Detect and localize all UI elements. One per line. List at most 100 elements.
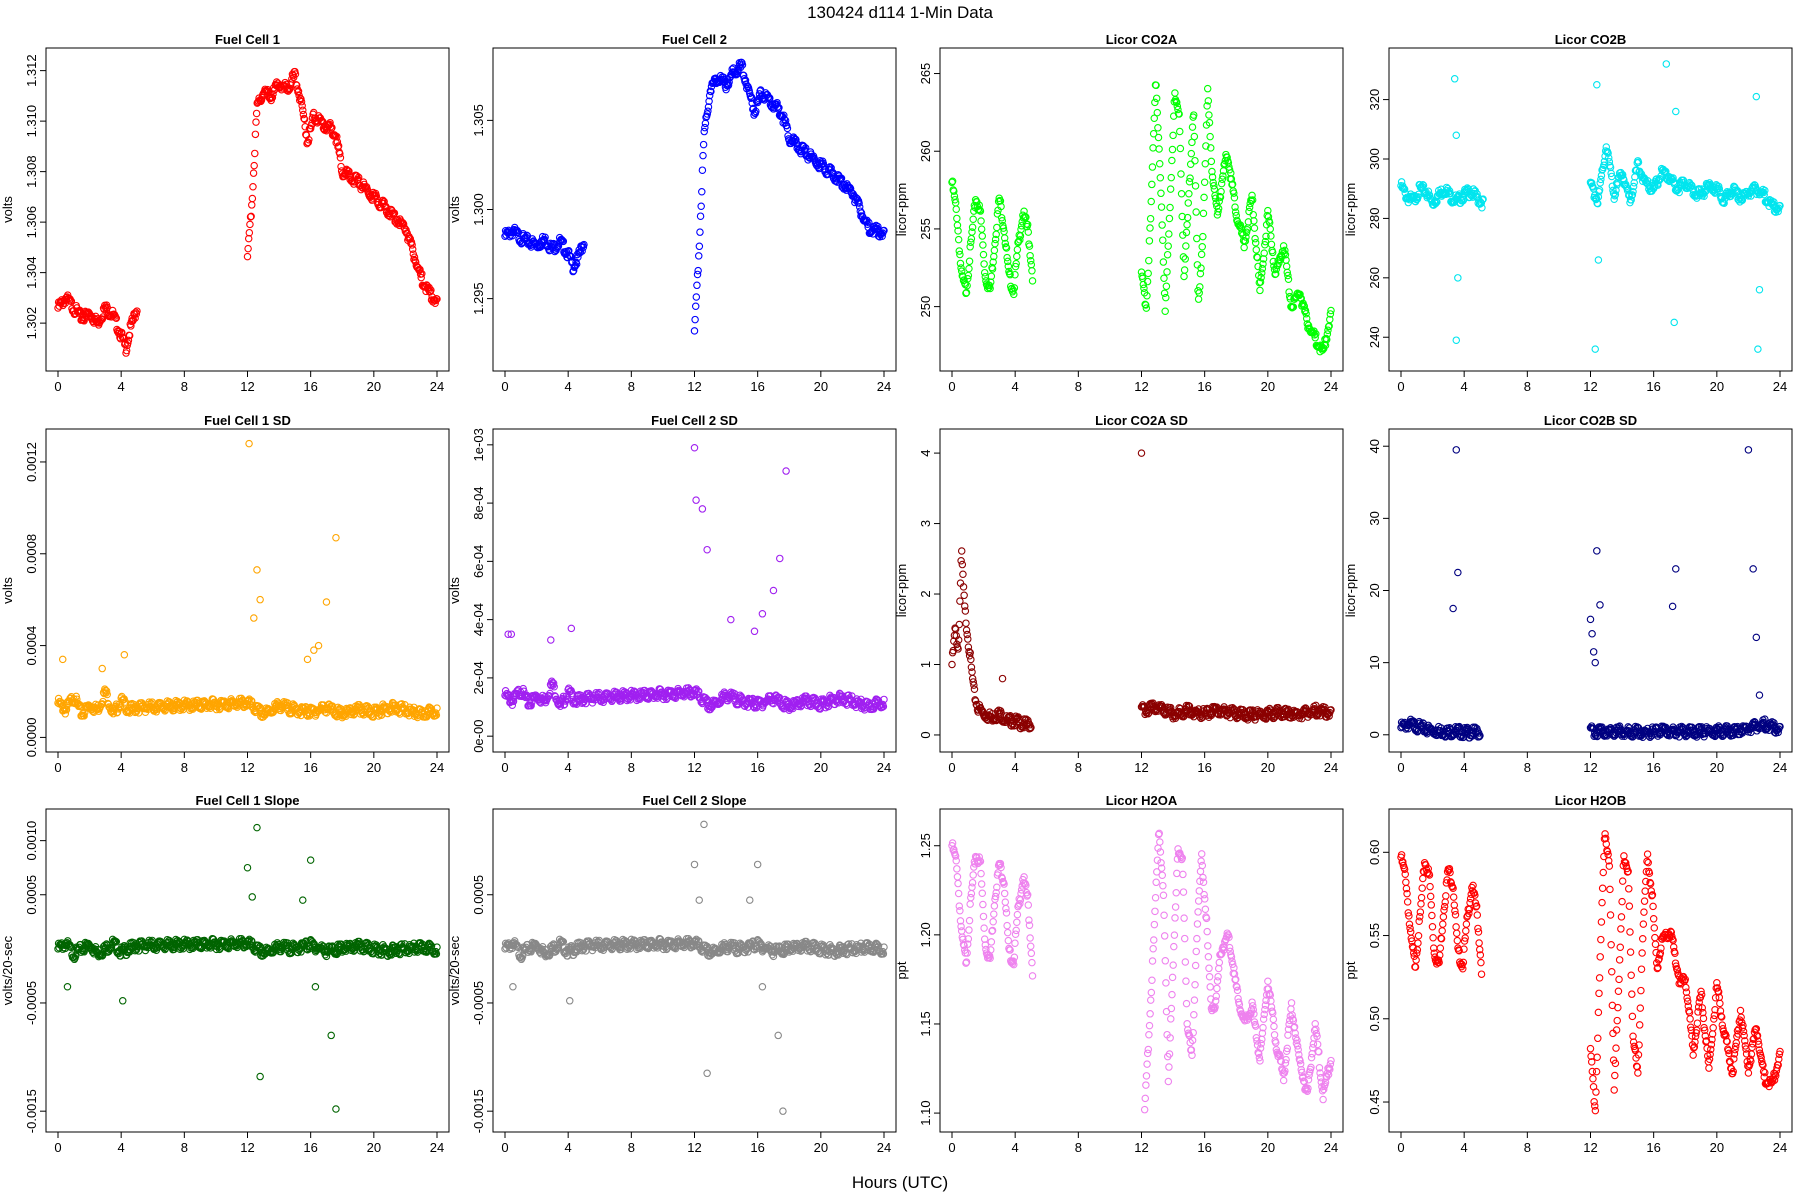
data-point	[253, 823, 261, 832]
data-point	[1210, 182, 1218, 190]
x-tick-label: 12	[687, 1140, 701, 1155]
data-point	[1197, 250, 1206, 259]
series-segment-2	[1586, 715, 1784, 741]
data-point	[427, 705, 436, 713]
data-point	[1301, 306, 1310, 315]
y-tick-label: -0.0005	[471, 981, 486, 1025]
x-tick-label: 16	[303, 760, 317, 775]
data-point	[1217, 179, 1226, 188]
data-point	[965, 257, 974, 266]
data-point	[1271, 270, 1280, 278]
data-point	[1174, 105, 1182, 114]
data-point	[1256, 278, 1265, 286]
data-point	[699, 140, 708, 149]
data-point	[1206, 132, 1214, 141]
data-point	[1149, 144, 1157, 152]
x-tick-label: 4	[565, 760, 572, 775]
data-point	[970, 681, 978, 689]
data-point	[305, 135, 313, 144]
y-axis-label: licor-ppm	[894, 183, 909, 236]
data-point	[1634, 158, 1643, 166]
y-tick-label: -0.0015	[24, 1089, 39, 1133]
data-point	[750, 627, 759, 636]
data-point	[1155, 145, 1163, 153]
data-point	[965, 264, 973, 273]
data-point	[1028, 277, 1037, 285]
y-tick-label: 240	[1367, 326, 1382, 348]
data-point	[1146, 214, 1155, 223]
data-point	[727, 615, 735, 624]
data-point	[1163, 268, 1171, 276]
x-tick-label: 12	[1583, 379, 1597, 394]
y-tick-label: 1.295	[471, 282, 486, 315]
x-tick-label: 16	[1197, 760, 1211, 775]
data-point	[297, 97, 306, 106]
data-point	[957, 267, 966, 275]
data-point	[1142, 304, 1151, 312]
data-point	[1165, 230, 1173, 238]
data-point	[738, 61, 747, 69]
data-point	[968, 223, 977, 231]
data-point	[1013, 252, 1021, 261]
data-point	[1154, 124, 1162, 132]
x-tick-label: 20	[814, 1140, 828, 1155]
data-point	[248, 893, 256, 901]
data-point	[120, 651, 129, 659]
data-point	[977, 217, 985, 225]
data-point	[1699, 189, 1708, 198]
data-point	[1629, 182, 1638, 191]
x-tick-label: 4	[118, 379, 125, 394]
data-point	[1586, 615, 1595, 624]
data-point	[1011, 270, 1019, 279]
data-point	[1236, 221, 1245, 229]
data-point	[1199, 232, 1207, 241]
data-point	[998, 216, 1007, 225]
data-point	[1196, 283, 1204, 291]
data-point	[1149, 129, 1158, 138]
data-point	[1452, 336, 1461, 344]
x-tick-label: 24	[1324, 760, 1338, 775]
y-tick-label: 0.0005	[24, 875, 39, 915]
data-point	[695, 252, 703, 260]
data-point	[783, 124, 792, 133]
data-point	[1151, 98, 1159, 107]
data-point	[692, 685, 701, 693]
data-point	[962, 289, 970, 298]
series-segment-1	[54, 291, 141, 357]
data-point	[745, 86, 753, 95]
data-point	[1240, 243, 1248, 252]
data-point	[1248, 196, 1257, 204]
data-point	[1258, 269, 1266, 277]
data-point	[1249, 210, 1258, 219]
data-point	[299, 106, 307, 115]
data-point	[963, 275, 972, 283]
series-baseline	[501, 934, 888, 964]
data-point	[1140, 284, 1148, 292]
data-point	[1593, 80, 1601, 89]
data-point	[1205, 118, 1214, 127]
y-tick-label: 1.306	[24, 206, 39, 239]
data-point	[294, 87, 303, 95]
series-segment-1	[1397, 715, 1484, 742]
data-point	[1013, 245, 1022, 254]
data-point	[433, 295, 441, 303]
data-point	[244, 244, 252, 253]
data-point	[993, 210, 1002, 218]
data-point	[127, 322, 135, 330]
data-point	[1003, 257, 1012, 266]
data-point	[1026, 251, 1034, 260]
data-point	[251, 130, 260, 139]
data-point	[698, 166, 707, 174]
data-point	[1182, 242, 1190, 250]
data-point	[507, 630, 516, 638]
x-tick-label: 8	[181, 760, 188, 775]
data-point	[1177, 189, 1186, 198]
data-point	[248, 194, 257, 203]
series-segment-2	[243, 67, 441, 307]
data-point	[1011, 262, 1020, 271]
data-point	[1169, 131, 1177, 140]
data-point	[1025, 242, 1034, 250]
data-point	[1620, 176, 1628, 184]
data-point	[336, 149, 344, 158]
